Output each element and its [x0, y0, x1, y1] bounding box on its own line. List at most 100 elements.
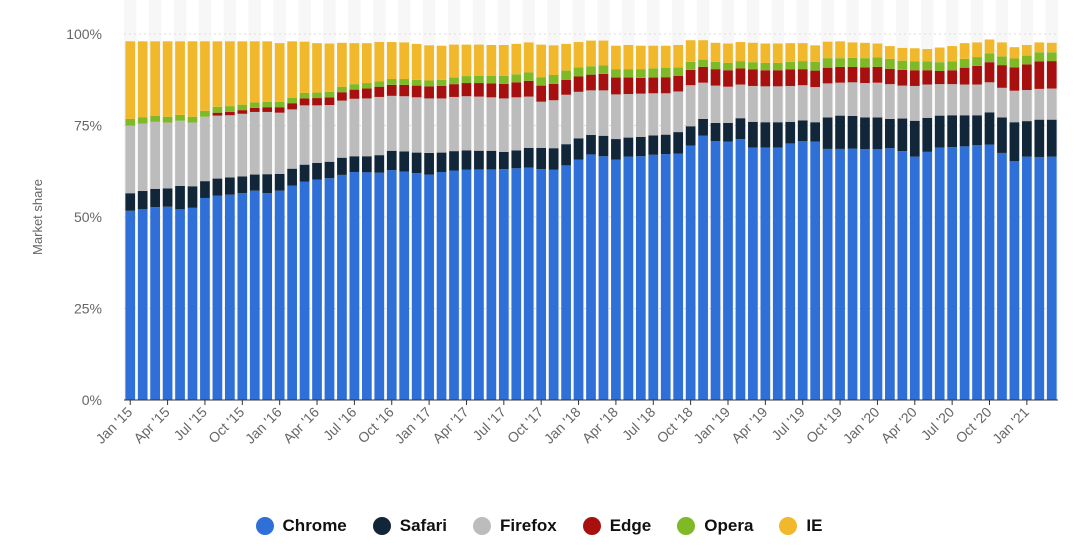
bar-stack[interactable]: [424, 45, 434, 400]
bar-segment-safari[interactable]: [685, 126, 696, 146]
bar-segment-chrome[interactable]: [698, 135, 708, 401]
bar-segment-ie[interactable]: [536, 44, 547, 78]
bar-segment-ie[interactable]: [274, 43, 285, 102]
bar-stack[interactable]: [299, 41, 310, 400]
bar-segment-safari[interactable]: [1009, 122, 1020, 162]
bar-segment-ie[interactable]: [287, 41, 297, 98]
bar-stack[interactable]: [586, 40, 596, 400]
bar-segment-chrome[interactable]: [598, 156, 609, 400]
bar-stack[interactable]: [249, 41, 260, 400]
bar-stack[interactable]: [399, 42, 410, 400]
bar-segment-opera[interactable]: [611, 69, 621, 78]
bar-segment-safari[interactable]: [947, 115, 958, 148]
bar-segment-opera[interactable]: [237, 104, 248, 111]
bar-segment-safari[interactable]: [909, 120, 920, 157]
bar-segment-firefox[interactable]: [411, 97, 422, 153]
bar-segment-chrome[interactable]: [635, 156, 646, 400]
bar-stack[interactable]: [760, 43, 771, 400]
bar-segment-firefox[interactable]: [511, 97, 522, 151]
bar-segment-firefox[interactable]: [959, 84, 970, 116]
bar-segment-chrome[interactable]: [573, 159, 584, 400]
bar-segment-firefox[interactable]: [611, 94, 621, 140]
bar-segment-edge[interactable]: [698, 66, 708, 83]
bar-segment-chrome[interactable]: [785, 143, 796, 400]
bar-segment-chrome[interactable]: [424, 174, 434, 400]
bar-segment-firefox[interactable]: [461, 96, 472, 151]
bar-segment-firefox[interactable]: [561, 94, 571, 145]
bar-segment-firefox[interactable]: [386, 95, 397, 151]
bar-segment-ie[interactable]: [772, 43, 783, 63]
bar-segment-opera[interactable]: [573, 67, 584, 77]
bar-segment-safari[interactable]: [137, 191, 148, 210]
bar-segment-chrome[interactable]: [137, 209, 148, 400]
bar-segment-edge[interactable]: [909, 70, 920, 86]
bar-segment-firefox[interactable]: [274, 112, 285, 174]
legend-item-firefox[interactable]: Firefox: [473, 516, 557, 536]
bar-segment-ie[interactable]: [399, 42, 410, 80]
bar-segment-chrome[interactable]: [212, 195, 223, 400]
bar-segment-safari[interactable]: [997, 117, 1007, 153]
bar-segment-ie[interactable]: [785, 43, 796, 62]
bar-segment-safari[interactable]: [635, 136, 646, 157]
bar-stack[interactable]: [175, 41, 185, 400]
bar-stack[interactable]: [897, 47, 908, 400]
bar-segment-ie[interactable]: [723, 43, 733, 63]
bar-segment-opera[interactable]: [498, 75, 509, 84]
bar-stack[interactable]: [872, 43, 883, 400]
bar-segment-safari[interactable]: [523, 147, 534, 168]
bar-segment-edge[interactable]: [436, 85, 447, 99]
bar-segment-safari[interactable]: [386, 150, 397, 171]
bar-segment-edge[interactable]: [635, 77, 646, 94]
bar-stack[interactable]: [785, 43, 796, 400]
bar-segment-edge[interactable]: [1009, 67, 1020, 91]
bar-segment-opera[interactable]: [959, 58, 970, 68]
bar-segment-safari[interactable]: [548, 148, 559, 170]
bar-segment-edge[interactable]: [287, 103, 297, 110]
bar-segment-safari[interactable]: [461, 150, 472, 170]
bar-segment-ie[interactable]: [1034, 42, 1045, 53]
bar-segment-firefox[interactable]: [698, 82, 708, 119]
bar-segment-ie[interactable]: [648, 45, 659, 69]
bar-segment-opera[interactable]: [548, 74, 559, 84]
bar-stack[interactable]: [934, 47, 945, 400]
bar-segment-firefox[interactable]: [249, 111, 260, 175]
bar-segment-chrome[interactable]: [175, 209, 185, 400]
bar-segment-edge[interactable]: [573, 76, 584, 92]
bar-segment-firefox[interactable]: [237, 113, 248, 177]
bar-segment-ie[interactable]: [511, 43, 522, 75]
bar-segment-ie[interactable]: [623, 44, 634, 70]
bar-segment-chrome[interactable]: [648, 154, 659, 400]
bar-segment-firefox[interactable]: [723, 86, 733, 123]
bar-segment-ie[interactable]: [474, 44, 484, 76]
bar-segment-opera[interactable]: [374, 81, 385, 87]
bar-segment-chrome[interactable]: [947, 147, 958, 400]
bar-segment-edge[interactable]: [810, 70, 821, 88]
bar-segment-edge[interactable]: [611, 77, 621, 95]
bar-segment-safari[interactable]: [474, 150, 484, 170]
bar-stack[interactable]: [573, 42, 584, 400]
bar-segment-ie[interactable]: [1009, 47, 1020, 59]
bar-stack[interactable]: [648, 45, 659, 400]
bar-segment-chrome[interactable]: [374, 172, 385, 400]
bar-segment-firefox[interactable]: [822, 83, 833, 118]
bar-segment-opera[interactable]: [897, 60, 908, 70]
bar-segment-opera[interactable]: [648, 68, 659, 78]
bar-segment-ie[interactable]: [573, 42, 584, 68]
bar-segment-ie[interactable]: [860, 42, 870, 59]
bar-segment-safari[interactable]: [573, 138, 584, 160]
bar-stack[interactable]: [324, 43, 335, 400]
bar-segment-chrome[interactable]: [262, 193, 273, 400]
bar-stack[interactable]: [498, 44, 509, 400]
bar-segment-ie[interactable]: [586, 40, 596, 67]
bar-segment-firefox[interactable]: [660, 93, 671, 135]
bar-segment-ie[interactable]: [523, 42, 534, 73]
bar-segment-chrome[interactable]: [561, 165, 571, 400]
bar-segment-ie[interactable]: [312, 43, 322, 93]
bar-segment-ie[interactable]: [959, 43, 970, 59]
bar-segment-firefox[interactable]: [287, 109, 297, 169]
bar-segment-firefox[interactable]: [449, 96, 459, 152]
bar-segment-ie[interactable]: [461, 44, 472, 77]
bar-segment-chrome[interactable]: [984, 144, 995, 400]
bar-segment-edge[interactable]: [673, 75, 684, 92]
bar-segment-edge[interactable]: [835, 66, 845, 83]
